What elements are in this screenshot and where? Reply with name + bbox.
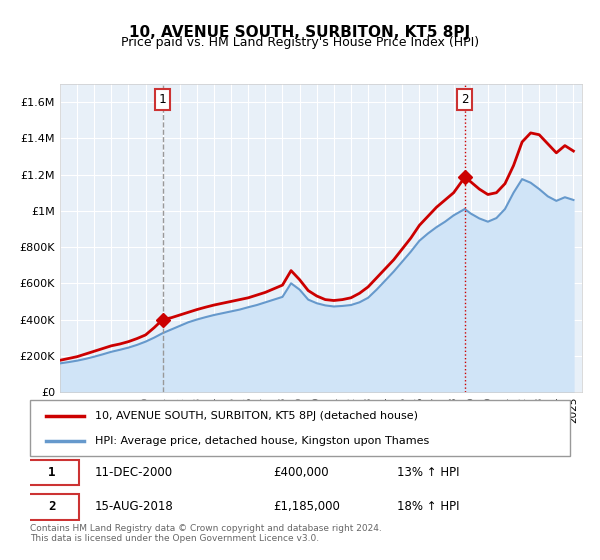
- Text: 18% ↑ HPI: 18% ↑ HPI: [397, 500, 460, 513]
- Text: HPI: Average price, detached house, Kingston upon Thames: HPI: Average price, detached house, King…: [95, 436, 429, 446]
- Text: 2: 2: [48, 500, 55, 513]
- Text: 15-AUG-2018: 15-AUG-2018: [95, 500, 173, 513]
- Text: 1: 1: [48, 466, 55, 479]
- FancyBboxPatch shape: [30, 400, 570, 456]
- Text: Price paid vs. HM Land Registry's House Price Index (HPI): Price paid vs. HM Land Registry's House …: [121, 36, 479, 49]
- Text: 10, AVENUE SOUTH, SURBITON, KT5 8PJ: 10, AVENUE SOUTH, SURBITON, KT5 8PJ: [130, 25, 470, 40]
- Text: Contains HM Land Registry data © Crown copyright and database right 2024.
This d: Contains HM Land Registry data © Crown c…: [30, 524, 382, 543]
- FancyBboxPatch shape: [25, 494, 79, 520]
- Text: 10, AVENUE SOUTH, SURBITON, KT5 8PJ (detached house): 10, AVENUE SOUTH, SURBITON, KT5 8PJ (det…: [95, 411, 418, 421]
- Text: 11-DEC-2000: 11-DEC-2000: [95, 466, 173, 479]
- Text: 1: 1: [159, 94, 166, 106]
- FancyBboxPatch shape: [25, 460, 79, 486]
- Text: £1,185,000: £1,185,000: [273, 500, 340, 513]
- Text: 2: 2: [461, 94, 469, 106]
- Text: £400,000: £400,000: [273, 466, 329, 479]
- Text: 13% ↑ HPI: 13% ↑ HPI: [397, 466, 460, 479]
